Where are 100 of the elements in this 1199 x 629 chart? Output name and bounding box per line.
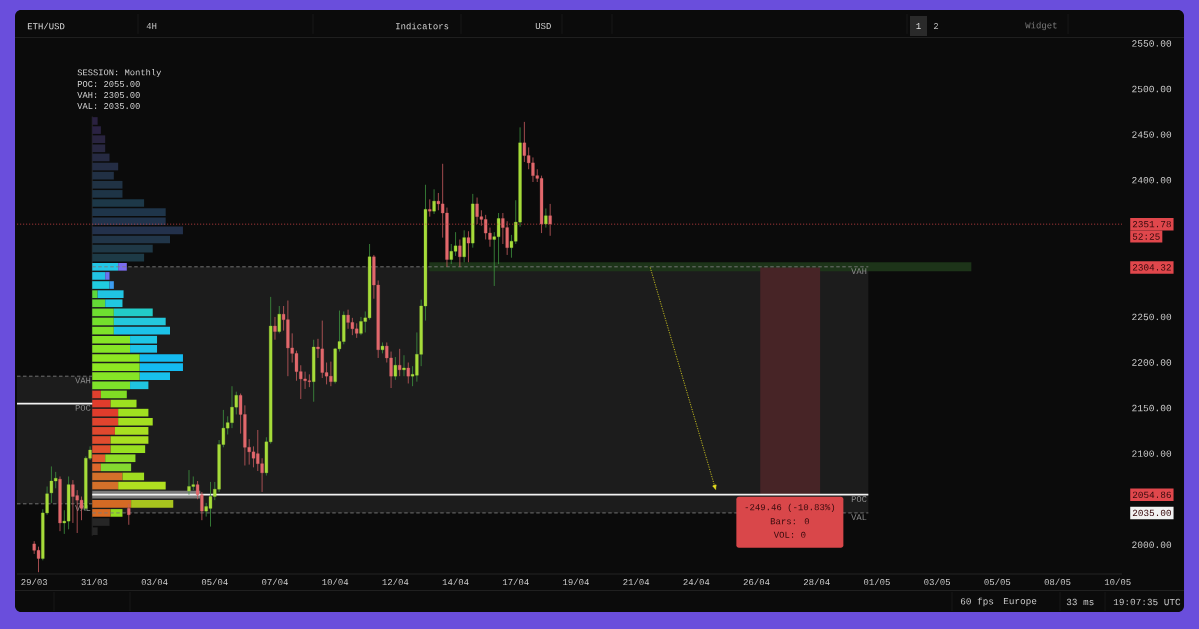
- x-tick-label: 31/03: [81, 578, 108, 586]
- x-tick-label: 10/04: [322, 578, 349, 586]
- bar: [131, 499, 174, 508]
- candlestick: [548, 203, 552, 237]
- x-tick-label: 01/05: [864, 578, 890, 586]
- bar: [92, 171, 114, 180]
- candlestick: [462, 229, 466, 263]
- text: 19:07:35 UTC: [1113, 598, 1181, 606]
- bar: [92, 481, 119, 490]
- y-tick-label: 2450.00: [1132, 131, 1172, 138]
- annotation: VOL: 0: [773, 531, 806, 538]
- bar: [92, 162, 119, 171]
- x-tick-label: 24/04: [683, 578, 710, 586]
- bar: [113, 326, 170, 335]
- y-tick-label: 2500.00: [1132, 85, 1172, 93]
- x-tick-label: 08/05: [1044, 578, 1071, 586]
- chart-title: ETH/USD: [27, 22, 65, 30]
- x-tick-label: 12/04: [382, 578, 409, 586]
- text: Europe: [1003, 597, 1037, 607]
- bar: [92, 463, 101, 472]
- bar: [110, 399, 137, 408]
- y-tick-label: 2400.00: [1132, 176, 1172, 184]
- bar: [92, 472, 123, 481]
- candlestick: [260, 457, 264, 493]
- annotation: VAH: 2305.00: [77, 92, 140, 98]
- text: 4H: [146, 23, 157, 29]
- text: Indicators: [396, 22, 449, 30]
- bar: [92, 408, 119, 417]
- candlestick: [359, 316, 363, 336]
- candlestick: [307, 373, 311, 388]
- candlestick: [428, 198, 432, 218]
- candlestick: [406, 362, 410, 384]
- series-label: POC: [75, 404, 91, 411]
- bar: [92, 226, 183, 235]
- annotation: VAL: 2035.00: [77, 103, 140, 109]
- x-tick-label: 28/04: [803, 578, 830, 586]
- x-tick-label: 03/05: [924, 578, 951, 586]
- series-label: VAH: [75, 377, 91, 384]
- y-tick-label: 2250.00: [1132, 313, 1172, 321]
- candlestick: [402, 354, 406, 377]
- bar: [92, 317, 114, 326]
- candlestick: [466, 230, 471, 263]
- bar: [118, 262, 127, 271]
- bar: [109, 281, 114, 289]
- bar: [113, 308, 153, 317]
- x-tick-label: 05/04: [201, 578, 228, 586]
- x-tick-label: 17/04: [502, 578, 529, 586]
- series-label: VAL: [851, 514, 867, 521]
- x-tick-label: 19/04: [563, 578, 589, 586]
- candlestick: [475, 197, 479, 225]
- text: 1: [916, 23, 921, 29]
- annotation: Bars: 0: [770, 518, 810, 525]
- candlestick: [273, 316, 277, 341]
- x-tick-label: 21/04: [623, 578, 650, 586]
- x-tick-label: 14/04: [442, 578, 469, 586]
- text: 52:25: [1132, 233, 1160, 240]
- candlestick: [187, 469, 191, 496]
- text: 2304.32: [1132, 264, 1171, 271]
- bar: [122, 472, 145, 481]
- y-tick-label: 2200.00: [1132, 359, 1172, 366]
- bar: [92, 244, 153, 253]
- series-label: POC: [851, 496, 867, 503]
- candlestick: [432, 188, 436, 215]
- bar: [92, 308, 114, 317]
- candlestick: [346, 309, 350, 330]
- y-tick-label: 2150.00: [1132, 404, 1172, 412]
- x-tick-label: 29/03: [21, 578, 48, 586]
- bar: [118, 481, 166, 490]
- x-tick-label: 05/05: [984, 578, 1011, 586]
- candlestick: [393, 356, 397, 381]
- candlestick: [303, 371, 307, 390]
- text: USD: [535, 22, 551, 30]
- candlestick: [208, 481, 213, 527]
- text: 60 fps: [960, 597, 994, 607]
- x-tick-label: 10/05: [1104, 578, 1131, 586]
- bar: [113, 317, 166, 326]
- candlestick: [277, 305, 281, 334]
- candlestick: [458, 239, 462, 268]
- bar: [105, 272, 110, 280]
- text: 2035.00: [1132, 509, 1171, 517]
- text: 2054.86: [1132, 491, 1171, 498]
- candlestick: [398, 348, 402, 377]
- candlestick: [230, 385, 234, 429]
- bar: [92, 326, 114, 335]
- candlestick: [544, 208, 548, 228]
- y-tick-label: 2550.00: [1132, 40, 1172, 47]
- bar: [92, 253, 145, 262]
- text: Widget: [1025, 21, 1057, 31]
- x-tick-label: 26/04: [743, 578, 770, 586]
- candlestick: [531, 157, 535, 183]
- annotation: -249.46 (-10.83%): [745, 503, 835, 512]
- series-label: VAH: [851, 268, 867, 274]
- bar: [92, 390, 101, 399]
- text: 33 ms: [1066, 598, 1094, 606]
- annotation: POC: 2055.00: [77, 81, 140, 87]
- y-tick-label: 2000.00: [1132, 541, 1172, 549]
- x-tick-label: 03/04: [141, 578, 168, 586]
- bar: [100, 463, 132, 472]
- candlestick: [501, 212, 505, 245]
- bar: [92, 399, 111, 408]
